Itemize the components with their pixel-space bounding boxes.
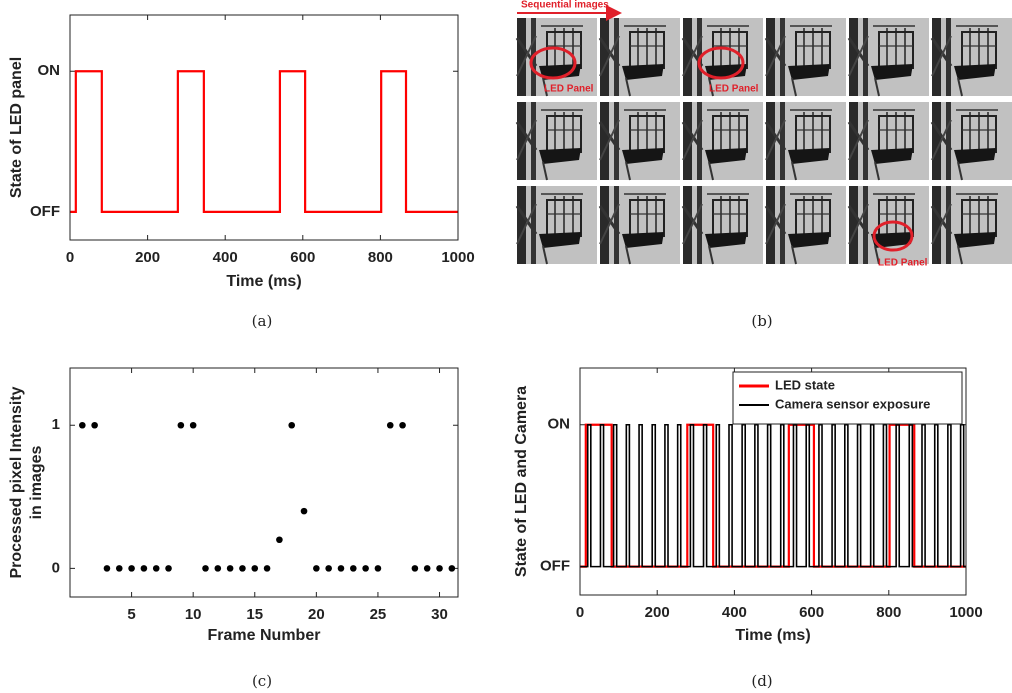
y-tick-label: OFF: [540, 558, 570, 575]
caption: (a): [252, 312, 273, 330]
x-tick-label: 0: [576, 604, 584, 621]
caption: (d): [751, 672, 772, 690]
caption: (b): [751, 312, 772, 330]
point: [202, 565, 209, 572]
y-tick-label: ON: [548, 416, 571, 433]
point: [288, 421, 296, 429]
legend-label: LED state: [775, 377, 835, 392]
point: [140, 565, 148, 572]
y-tick-label: ON: [38, 62, 61, 79]
image-grid: [515, 5, 1012, 266]
point: [436, 565, 443, 572]
point: [423, 565, 431, 572]
point: [189, 421, 197, 429]
y-tick-label: OFF: [30, 203, 60, 220]
y-axis-label: in images: [28, 446, 45, 520]
x-tick-label: 15: [246, 606, 263, 623]
legend: [732, 371, 963, 425]
point: [350, 565, 357, 572]
x-tick-label: 10: [185, 606, 202, 623]
point: [103, 565, 111, 572]
x-tick-label: 600: [799, 604, 824, 621]
point: [177, 421, 185, 429]
x-tick-label: 25: [370, 606, 387, 623]
caption: (c): [252, 672, 272, 690]
axes-background: [70, 368, 458, 597]
point: [226, 565, 234, 572]
annotation: LED Panel: [709, 84, 759, 95]
point: [263, 565, 271, 572]
point: [251, 565, 259, 572]
axes-frame: [69, 367, 459, 598]
point: [239, 565, 246, 572]
point: [165, 565, 172, 572]
point: [79, 421, 86, 429]
point: [448, 565, 456, 572]
x-axis-label: Time (ms): [226, 273, 301, 290]
x-tick-label: 200: [645, 604, 670, 621]
x-axis-label: Time (ms): [735, 627, 810, 644]
point: [325, 565, 332, 572]
point: [399, 421, 406, 429]
point: [276, 536, 283, 544]
point: [362, 565, 369, 572]
x-tick-label: 800: [368, 249, 393, 266]
axes-frame: [69, 14, 459, 241]
y-axis-label: State of LED and Camera: [513, 386, 530, 577]
y-tick-label: 0: [52, 559, 60, 576]
point: [313, 565, 320, 572]
y-tick-label: 1: [52, 416, 60, 433]
axes-frame: [579, 367, 967, 596]
series-line: [580, 423, 966, 568]
x-tick-label: 30: [431, 606, 448, 623]
annotation: LED Panel: [544, 84, 594, 95]
point: [337, 565, 345, 572]
x-tick-label: 0: [66, 249, 74, 266]
x-axis-label: Frame Number: [208, 627, 321, 644]
point: [115, 565, 123, 572]
series-line: [70, 70, 458, 213]
point: [411, 565, 419, 572]
y-axis-label: Processed pixel Intensity: [8, 386, 25, 578]
x-tick-label: 1000: [949, 604, 982, 621]
x-tick-label: 20: [308, 606, 325, 623]
point: [152, 565, 160, 572]
point: [386, 421, 394, 429]
x-tick-label: 800: [876, 604, 901, 621]
point: [374, 565, 382, 572]
axes-background: [70, 15, 458, 240]
x-tick-label: 400: [213, 249, 238, 266]
y-axis-label: State of LED panel: [8, 57, 25, 198]
x-tick-label: 1000: [441, 249, 474, 266]
point: [214, 565, 222, 572]
x-tick-label: 600: [290, 249, 315, 266]
x-tick-label: 200: [135, 249, 160, 266]
point: [91, 421, 98, 429]
point: [300, 507, 308, 515]
legend-label: Camera sensor exposure: [775, 396, 930, 411]
image-title: Sequential images: [521, 0, 609, 11]
point: [128, 565, 135, 572]
x-tick-label: 5: [127, 606, 135, 623]
annotation: LED Panel: [878, 258, 928, 269]
x-tick-label: 400: [722, 604, 747, 621]
